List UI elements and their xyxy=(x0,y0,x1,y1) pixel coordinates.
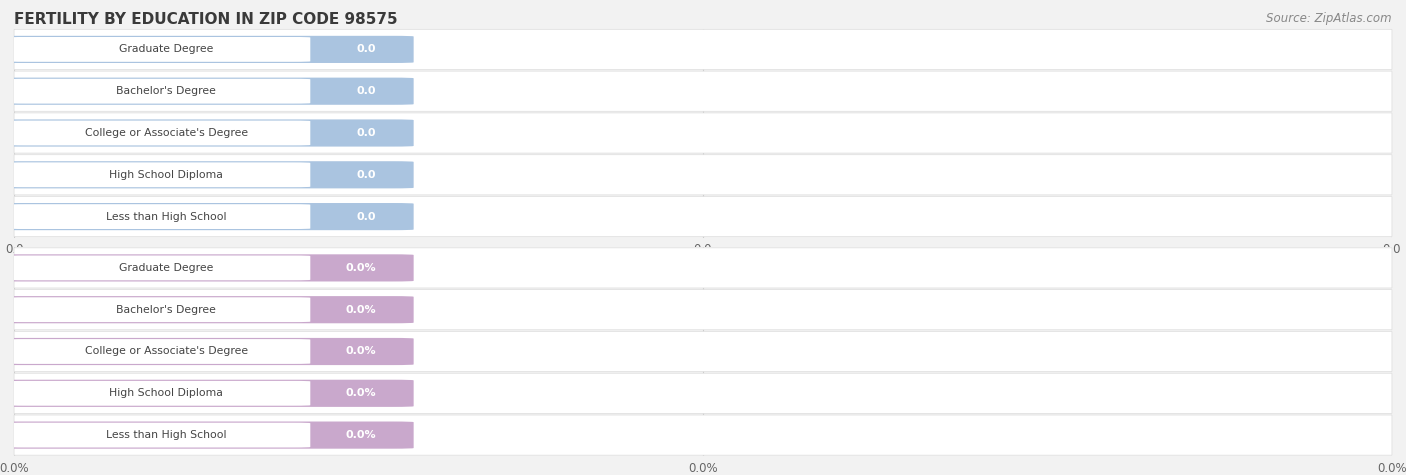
Text: Source: ZipAtlas.com: Source: ZipAtlas.com xyxy=(1267,12,1392,25)
Text: Graduate Degree: Graduate Degree xyxy=(120,263,214,273)
Text: Bachelor's Degree: Bachelor's Degree xyxy=(117,86,217,96)
FancyBboxPatch shape xyxy=(8,204,311,229)
Text: High School Diploma: High School Diploma xyxy=(110,388,224,399)
FancyBboxPatch shape xyxy=(8,37,311,62)
Text: Less than High School: Less than High School xyxy=(105,430,226,440)
Text: 0.0%: 0.0% xyxy=(346,388,377,399)
FancyBboxPatch shape xyxy=(14,29,1392,69)
FancyBboxPatch shape xyxy=(8,162,311,187)
FancyBboxPatch shape xyxy=(14,415,1392,455)
Text: 0.0: 0.0 xyxy=(357,86,377,96)
FancyBboxPatch shape xyxy=(14,332,1392,371)
FancyBboxPatch shape xyxy=(14,248,1392,288)
Text: 0.0: 0.0 xyxy=(357,170,377,180)
FancyBboxPatch shape xyxy=(0,36,413,63)
FancyBboxPatch shape xyxy=(8,121,311,145)
FancyBboxPatch shape xyxy=(0,296,413,323)
FancyBboxPatch shape xyxy=(14,373,1392,413)
FancyBboxPatch shape xyxy=(0,254,413,282)
FancyBboxPatch shape xyxy=(14,290,1392,330)
Text: College or Associate's Degree: College or Associate's Degree xyxy=(84,346,247,357)
FancyBboxPatch shape xyxy=(8,256,311,280)
Text: FERTILITY BY EDUCATION IN ZIP CODE 98575: FERTILITY BY EDUCATION IN ZIP CODE 98575 xyxy=(14,12,398,27)
FancyBboxPatch shape xyxy=(8,339,311,364)
FancyBboxPatch shape xyxy=(14,197,1392,237)
FancyBboxPatch shape xyxy=(0,119,413,147)
FancyBboxPatch shape xyxy=(0,380,413,407)
Text: 0.0: 0.0 xyxy=(357,44,377,55)
Text: Less than High School: Less than High School xyxy=(105,211,226,222)
Text: Bachelor's Degree: Bachelor's Degree xyxy=(117,304,217,315)
Text: 0.0%: 0.0% xyxy=(346,263,377,273)
Text: 0.0%: 0.0% xyxy=(346,346,377,357)
Text: 0.0: 0.0 xyxy=(357,128,377,138)
FancyBboxPatch shape xyxy=(0,77,413,105)
Text: 0.0%: 0.0% xyxy=(346,430,377,440)
FancyBboxPatch shape xyxy=(8,423,311,447)
FancyBboxPatch shape xyxy=(8,297,311,322)
FancyBboxPatch shape xyxy=(0,421,413,449)
Text: College or Associate's Degree: College or Associate's Degree xyxy=(84,128,247,138)
FancyBboxPatch shape xyxy=(0,338,413,365)
Text: Graduate Degree: Graduate Degree xyxy=(120,44,214,55)
Text: 0.0%: 0.0% xyxy=(346,304,377,315)
FancyBboxPatch shape xyxy=(8,381,311,406)
FancyBboxPatch shape xyxy=(14,71,1392,111)
FancyBboxPatch shape xyxy=(14,113,1392,153)
Text: 0.0: 0.0 xyxy=(357,211,377,222)
Text: High School Diploma: High School Diploma xyxy=(110,170,224,180)
FancyBboxPatch shape xyxy=(0,203,413,230)
FancyBboxPatch shape xyxy=(14,155,1392,195)
FancyBboxPatch shape xyxy=(8,79,311,104)
FancyBboxPatch shape xyxy=(0,161,413,189)
